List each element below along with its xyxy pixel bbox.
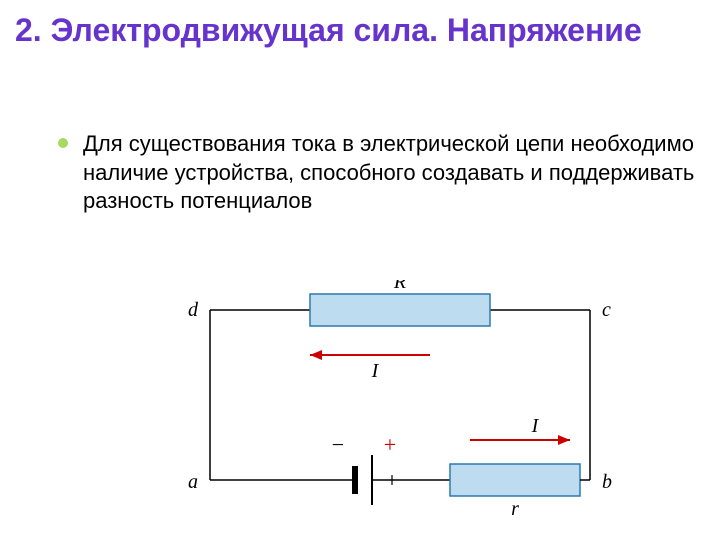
label-c: c: [602, 299, 611, 321]
resistor-r: [450, 464, 580, 496]
bullet-dot: [58, 138, 68, 148]
label-r: r: [511, 498, 519, 520]
bullet-text: Для существования тока в электрической ц…: [83, 130, 695, 216]
resistor-R: [310, 294, 490, 326]
page-title: 2. Электродвижущая сила. Напряжение: [15, 12, 642, 49]
arrow-I-bot-head: [558, 435, 570, 445]
circuit-diagram: d c a b R r I I − +: [110, 280, 630, 520]
label-I-top: I: [371, 360, 380, 382]
label-d: d: [188, 299, 199, 321]
circuit-svg: d c a b R r I I − +: [188, 280, 612, 520]
label-minus: −: [332, 432, 344, 457]
label-a: a: [188, 471, 198, 493]
label-I-bot: I: [531, 415, 540, 437]
label-b: b: [602, 471, 612, 493]
arrow-I-top-head: [310, 350, 322, 360]
label-plus: +: [384, 432, 396, 457]
bullet-row: Для существования тока в электрической ц…: [58, 130, 695, 216]
label-R: R: [393, 280, 406, 293]
